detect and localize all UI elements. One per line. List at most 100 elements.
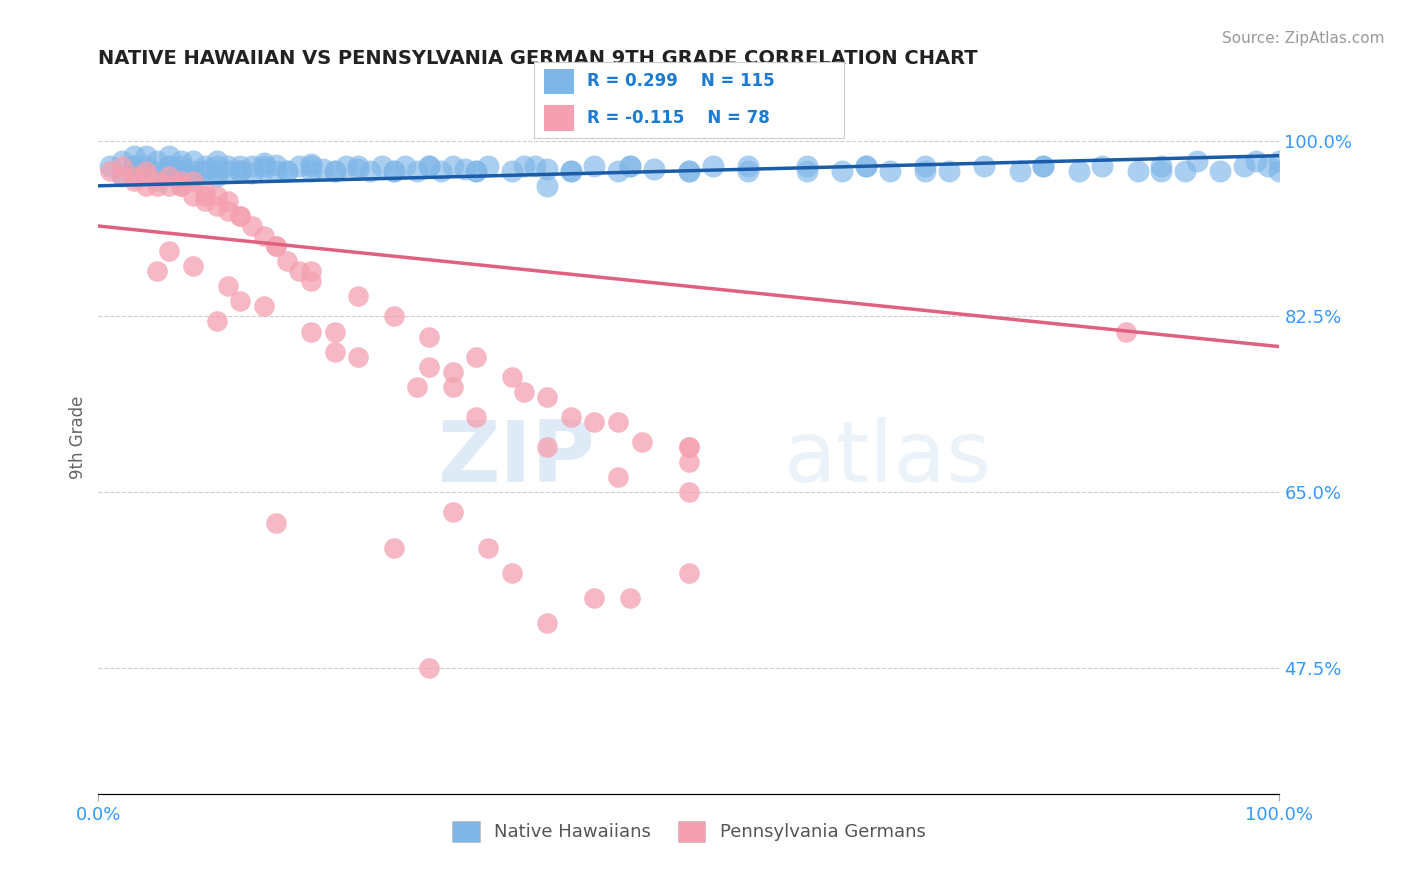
Point — [253, 159, 276, 173]
Point — [477, 159, 499, 173]
Point — [347, 350, 370, 364]
Bar — [544, 69, 575, 95]
Point — [111, 159, 134, 173]
Point — [146, 174, 169, 188]
Point — [583, 591, 606, 605]
Point — [1244, 153, 1267, 168]
Point — [678, 485, 700, 500]
Point — [181, 153, 204, 168]
Point — [394, 159, 416, 173]
Point — [170, 163, 193, 178]
Point — [702, 159, 724, 173]
Point — [938, 163, 960, 178]
Point — [831, 163, 853, 178]
Point — [299, 325, 322, 339]
Point — [194, 184, 217, 198]
Point — [560, 163, 582, 178]
Point — [157, 163, 180, 178]
Point — [98, 159, 121, 173]
Point — [1150, 163, 1173, 178]
Point — [299, 264, 322, 278]
Point — [1091, 159, 1114, 173]
Point — [135, 149, 157, 163]
Point — [583, 415, 606, 429]
Point — [194, 194, 217, 208]
Point — [253, 161, 276, 176]
Point — [512, 159, 534, 173]
Point — [347, 289, 370, 303]
Point — [205, 159, 228, 173]
Point — [607, 470, 630, 484]
Point — [501, 566, 523, 580]
Point — [170, 169, 193, 183]
Point — [418, 661, 440, 675]
Point — [253, 229, 276, 244]
Point — [276, 163, 298, 178]
Point — [619, 159, 641, 173]
Point — [1032, 159, 1054, 173]
Point — [796, 159, 818, 173]
Point — [181, 163, 204, 178]
Point — [1174, 163, 1197, 178]
Point — [678, 455, 700, 469]
Point — [678, 440, 700, 454]
Point — [299, 157, 322, 171]
Point — [418, 359, 440, 374]
Point — [111, 153, 134, 168]
Point — [264, 163, 287, 178]
Point — [737, 163, 759, 178]
Point — [536, 615, 558, 630]
Point — [299, 159, 322, 173]
Point — [135, 163, 157, 178]
Point — [501, 163, 523, 178]
Point — [1185, 153, 1208, 168]
Text: R = 0.299    N = 115: R = 0.299 N = 115 — [586, 72, 775, 90]
Point — [536, 390, 558, 404]
Point — [678, 163, 700, 178]
Point — [382, 163, 405, 178]
Point — [253, 155, 276, 169]
Point — [914, 163, 936, 178]
Point — [1008, 163, 1031, 178]
Point — [288, 264, 311, 278]
Point — [441, 506, 464, 520]
Point — [619, 591, 641, 605]
Point — [194, 189, 217, 203]
Point — [205, 169, 228, 183]
Point — [323, 344, 346, 359]
Point — [619, 159, 641, 173]
Point — [323, 325, 346, 339]
Point — [276, 163, 298, 178]
Point — [536, 440, 558, 454]
Text: NATIVE HAWAIIAN VS PENNSYLVANIA GERMAN 9TH GRADE CORRELATION CHART: NATIVE HAWAIIAN VS PENNSYLVANIA GERMAN 9… — [98, 48, 979, 68]
Text: R = -0.115    N = 78: R = -0.115 N = 78 — [586, 109, 769, 127]
Point — [382, 541, 405, 555]
Point — [205, 189, 228, 203]
Point — [678, 440, 700, 454]
Point — [135, 169, 157, 183]
Point — [288, 159, 311, 173]
Point — [914, 159, 936, 173]
Point — [441, 365, 464, 379]
Point — [217, 279, 239, 293]
Point — [122, 149, 145, 163]
Point — [229, 209, 252, 223]
Point — [347, 161, 370, 176]
Point — [229, 163, 252, 178]
Point — [583, 159, 606, 173]
Point — [194, 159, 217, 173]
Point — [194, 163, 217, 178]
Point — [1268, 163, 1291, 178]
Point — [406, 163, 429, 178]
Point — [181, 169, 204, 183]
Point — [560, 409, 582, 424]
Point — [146, 163, 169, 178]
Point — [299, 274, 322, 288]
Point — [678, 566, 700, 580]
Point — [122, 159, 145, 173]
Point — [240, 219, 263, 233]
Point — [430, 163, 453, 178]
Point — [229, 159, 252, 173]
Point — [477, 541, 499, 555]
Point — [170, 178, 193, 193]
